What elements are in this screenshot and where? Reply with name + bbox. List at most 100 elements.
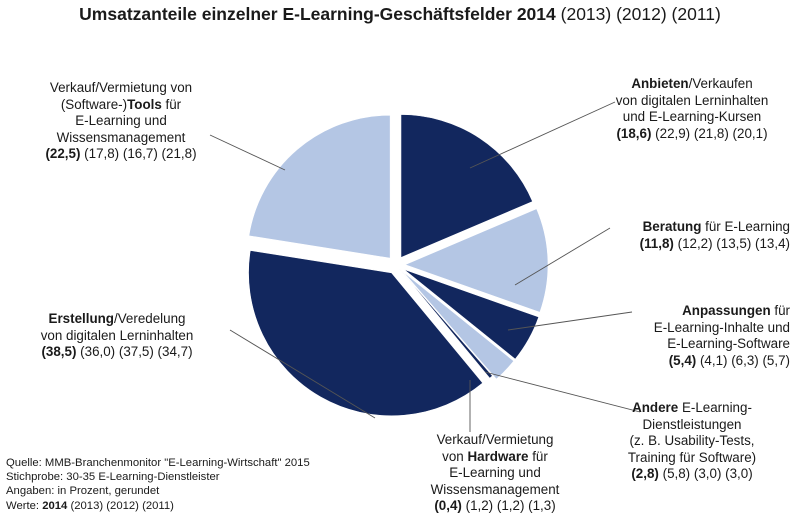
label-hardware-run: (1,2) (1,2) (1,3) — [461, 498, 556, 513]
label-hardware-run: Verkauf/Vermietung — [436, 432, 554, 447]
label-anpassungen-line: E-Learning-Inhalte und — [600, 320, 790, 337]
source-note: Quelle: MMB-Branchenmonitor "E-Learning-… — [6, 456, 310, 513]
label-hardware: Verkauf/Vermietung von Hardware für E-Lear… — [395, 432, 595, 515]
label-hardware-run: (0,4) — [434, 498, 462, 513]
label-anpassungen-run: (4,1) (6,3) (5,7) — [696, 352, 790, 368]
label-andere-line: Andere E-Learning- — [592, 400, 792, 417]
label-andere-line: (z. B. Usability-Tests, — [592, 433, 792, 450]
label-andere-line: Dienstleistungen — [592, 417, 792, 434]
label-anbieten-run: Anbieten — [631, 76, 689, 91]
source-werte-prefix: Werte: — [6, 499, 43, 512]
label-tools-line: Wissensmanagement — [14, 130, 228, 147]
label-hardware-line: E-Learning und — [395, 465, 595, 482]
label-beratung-line: Beratung für E-Learning — [600, 219, 790, 236]
title-year-current: 2014 — [516, 4, 556, 24]
label-tools-run: Tools — [127, 96, 162, 112]
label-andere-run: Dienstleistungen — [642, 416, 742, 432]
label-andere-run: E-Learning- — [678, 400, 752, 415]
label-anpassungen-line: (5,4) (4,1) (6,3) (5,7) — [600, 353, 790, 370]
chart-title: Umsatzanteile einzelner E-Learning-Gesch… — [0, 4, 800, 25]
label-erstellung-run: /Veredelung — [114, 311, 186, 326]
label-anbieten-line: von digitalen Lerninhalten — [592, 93, 792, 110]
label-andere-run: (z. B. Usability-Tests, — [629, 433, 755, 448]
label-beratung-run: (11,8) — [639, 235, 674, 251]
label-anpassungen: Anpassungen für E-Learning-Inhalte und E-L… — [600, 303, 790, 369]
label-anpassungen-line: E-Learning-Software — [600, 336, 790, 353]
label-tools-line: (Software-)Tools für — [14, 97, 228, 114]
label-hardware-run: E-Learning und — [449, 465, 541, 480]
label-andere-run: Andere — [632, 400, 679, 415]
source-werte-rest: (2013) (2012) (2011) — [67, 499, 174, 512]
leader-line-beratung — [514, 227, 611, 286]
label-tools-run: Wissensmanagement — [56, 129, 186, 145]
label-anbieten-run: und E-Learning-Kursen — [622, 109, 762, 124]
leader-line-andere — [484, 371, 641, 413]
label-beratung-run: für E-Learning — [701, 219, 790, 234]
label-andere-run: (5,8) (3,0) (3,0) — [658, 466, 753, 481]
label-anbieten-line: und E-Learning-Kursen — [592, 109, 792, 126]
label-anpassungen-line: Anpassungen für — [600, 303, 790, 320]
leader-lines — [209, 101, 641, 432]
pie-slice-erstellung — [248, 250, 484, 417]
leader-line-anpassungen — [507, 311, 633, 331]
label-tools-run: für — [161, 96, 182, 112]
label-anpassungen-run: E-Learning-Software — [667, 336, 790, 351]
label-tools-run: Verkauf/Vermietung von — [49, 80, 193, 95]
label-beratung-run: Beratung — [642, 219, 702, 234]
source-quelle: Quelle: MMB-Branchenmonitor "E-Learning-… — [6, 457, 310, 469]
label-anpassungen-run: (5,4) — [668, 352, 697, 368]
label-erstellung-run: (36,0) (37,5) (34,7) — [76, 344, 193, 359]
label-beratung-line: (11,8) (12,2) (13,5) (13,4) — [600, 236, 790, 253]
label-anbieten-run: (18,6) — [616, 125, 652, 141]
source-stichprobe: Stichprobe: 30-35 E-Learning-Dienstleist… — [6, 471, 220, 484]
label-anbieten: Anbieten/Verkaufen von digitalen Lerninha… — [592, 76, 792, 142]
title-text: Umsatzanteile einzelner E-Learning-Gesch… — [79, 4, 512, 24]
label-tools: Verkauf/Vermietung von (Software-)Tools f… — [14, 80, 228, 163]
leader-line-anbieten — [469, 101, 616, 169]
label-erstellung-line: von digitalen Lerninhalten — [4, 328, 230, 345]
pie-slice-hardware — [398, 267, 493, 379]
label-tools-run: E-Learning und — [75, 113, 167, 128]
title-years-previous: (2013) (2012) (2011) — [560, 4, 721, 24]
label-anbieten-run: von digitalen Lerninhalten — [615, 92, 769, 108]
label-andere-line: (2,8) (5,8) (3,0) (3,0) — [592, 466, 792, 483]
pie-slice-anbieten — [400, 114, 533, 258]
label-anpassungen-run: Anpassungen — [682, 303, 771, 318]
label-hardware-run: von — [442, 448, 468, 464]
label-tools-run: (17,8) (16,7) (21,8) — [80, 146, 197, 161]
label-tools-line: (22,5) (17,8) (16,7) (21,8) — [14, 146, 228, 163]
label-tools-run: (22,5) — [45, 146, 81, 161]
label-andere: Andere E-Learning- Dienstleistungen (z. B.… — [592, 400, 792, 483]
pie-slice-tools — [248, 114, 391, 259]
label-anpassungen-run: E-Learning-Inhalte und — [653, 319, 790, 335]
label-beratung: Beratung für E-Learning (11,8) (12,2) (13… — [600, 219, 790, 252]
source-werte: Werte: 2014 (2013) (2012) (2011) — [6, 499, 310, 513]
label-hardware-run: Wissensmanagement — [430, 481, 560, 497]
label-erstellung-line: Erstellung/Veredelung — [4, 311, 230, 328]
label-erstellung: Erstellung/Veredelung von digitalen Lerni… — [4, 311, 230, 361]
pie-slice-beratung — [404, 208, 549, 313]
label-erstellung-run: von digitalen Lerninhalten — [40, 327, 194, 343]
label-tools-run: (Software-) — [60, 96, 128, 112]
label-anbieten-run: (22,9) (21,8) (20,1) — [651, 125, 768, 141]
label-erstellung-line: (38,5) (36,0) (37,5) (34,7) — [4, 344, 230, 361]
source-werte-year: 2014 — [42, 499, 68, 512]
label-hardware-line: Verkauf/Vermietung — [395, 432, 595, 449]
label-hardware-line: (0,4) (1,2) (1,2) (1,3) — [395, 498, 595, 515]
label-erstellung-run: (38,5) — [41, 344, 77, 359]
label-anbieten-run: /Verkaufen — [688, 76, 753, 91]
label-tools-line: Verkauf/Vermietung von — [14, 80, 228, 97]
label-tools-line: E-Learning und — [14, 113, 228, 130]
label-anbieten-line: (18,6) (22,9) (21,8) (20,1) — [592, 126, 792, 143]
label-anpassungen-run: für — [770, 303, 790, 318]
leader-line-tools — [209, 134, 286, 171]
label-hardware-run: für — [528, 448, 548, 464]
label-andere-line: Training für Software) — [592, 450, 792, 467]
label-andere-run: Training für Software) — [627, 449, 757, 465]
label-hardware-line: Wissensmanagement — [395, 482, 595, 499]
label-erstellung-run: Erstellung — [48, 311, 114, 326]
leader-line-erstellung — [229, 329, 376, 419]
label-andere-run: (2,8) — [631, 466, 659, 481]
